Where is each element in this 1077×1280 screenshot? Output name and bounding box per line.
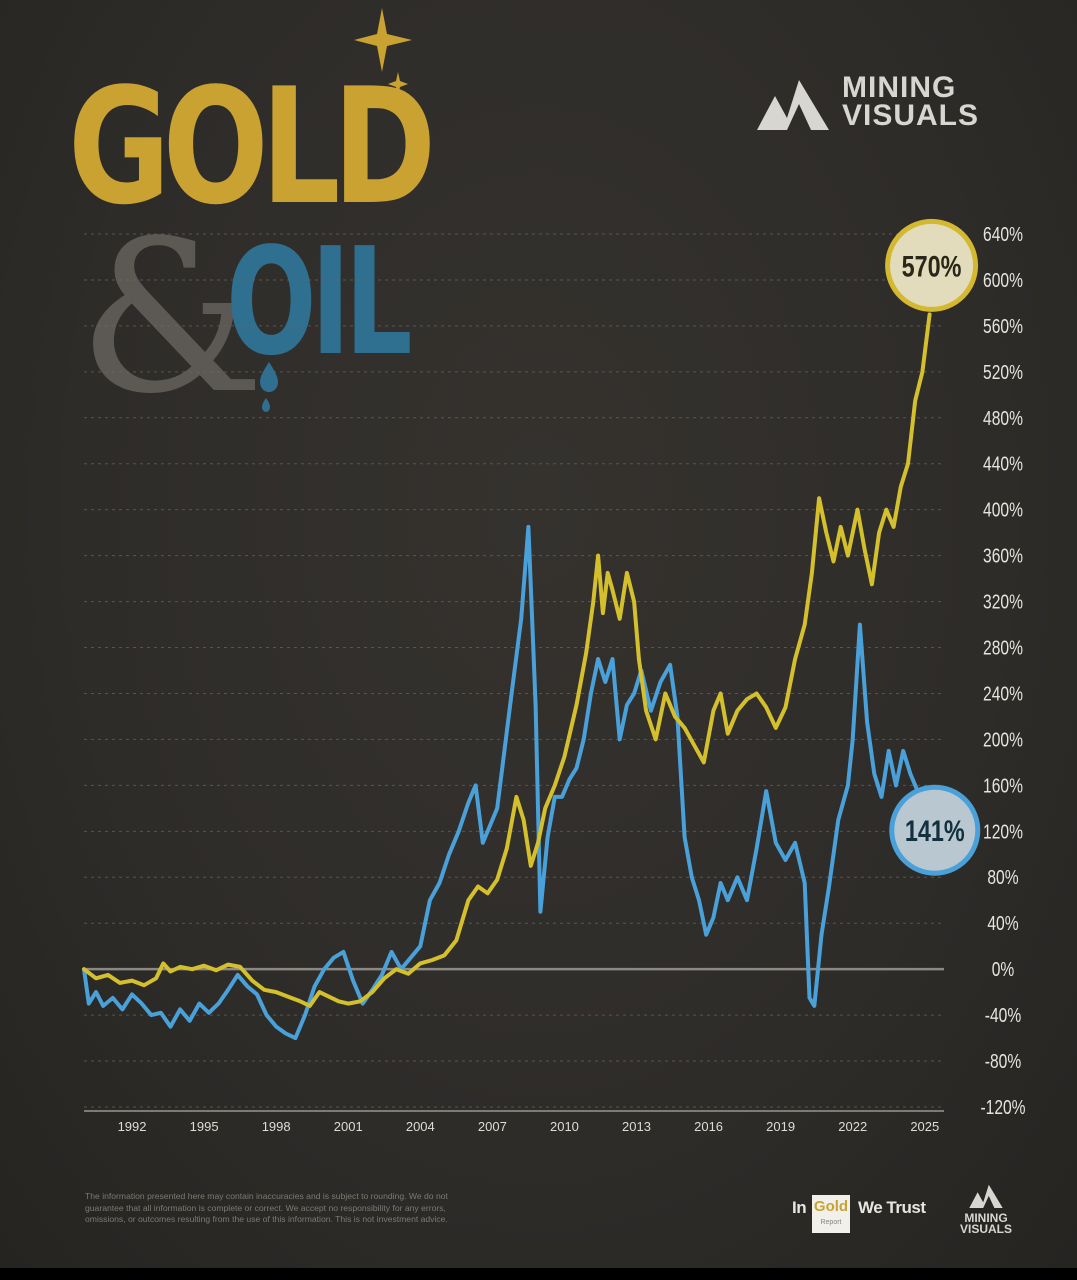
y-tick-label: -120% [980, 1096, 1025, 1118]
y-tick-label: 520% [983, 361, 1023, 383]
title-oil: OIL [226, 216, 413, 388]
y-tick-label: 0% [992, 958, 1015, 980]
partner-we-trust: We Trust [858, 1198, 926, 1217]
y-tick-label: 240% [983, 683, 1023, 705]
partner-gold-box: Gold Report [812, 1195, 850, 1233]
y-tick-label: 560% [983, 315, 1023, 337]
x-tick-label: 2022 [838, 1119, 867, 1134]
y-tick-label: 40% [987, 912, 1018, 934]
oil-drop-icon [260, 362, 278, 412]
y-tick-label: 640% [983, 223, 1023, 245]
y-tick-label: 360% [983, 545, 1023, 567]
gold-end-label: 570% [902, 250, 962, 283]
sparkle-icon [354, 8, 412, 96]
x-axis-ticks: 1992 1995 1998 2001 2004 2007 2010 2013 2016 2019… [84, 1110, 944, 1134]
footer-brand: MINING VISUALS [960, 1182, 1012, 1235]
y-tick-label: 160% [983, 775, 1023, 797]
x-tick-label: 2001 [334, 1119, 363, 1134]
gold-series-line [82, 312, 932, 1008]
y-tick-label: 120% [983, 820, 1023, 842]
footer-brand-line-1: MINING [964, 1211, 1008, 1225]
y-tick-label: 80% [987, 866, 1018, 888]
brand-wordmark: MINING VISUALS [842, 71, 980, 132]
bottom-bar [0, 1268, 1077, 1280]
brand-line-2: VISUALS [842, 99, 980, 132]
mining-visuals-logo-icon [757, 80, 829, 130]
disclaimer-line: omissions, or outcomes resulting from th… [85, 1214, 448, 1224]
x-tick-label: 2019 [766, 1119, 795, 1134]
oil-series-line [82, 524, 927, 1041]
brand-line-1: MINING [842, 71, 957, 104]
x-tick-label: 2013 [622, 1119, 651, 1134]
oil-end-badge [889, 784, 981, 876]
partner-gold: Gold [813, 1198, 849, 1215]
gold-end-badge [885, 218, 979, 312]
title-ampersand: & [78, 195, 265, 440]
y-tick-label: 480% [983, 407, 1023, 429]
x-tick-label: 2004 [406, 1119, 435, 1134]
partner-report: Report [820, 1219, 842, 1226]
x-tick-label: 2010 [550, 1119, 579, 1134]
y-tick-label: 400% [983, 499, 1023, 521]
disclaimer-line: guarantee that all information is comple… [85, 1202, 446, 1213]
x-tick-label: 2007 [478, 1119, 507, 1134]
disclaimer: The information presented here may conta… [85, 1191, 485, 1226]
end-value-badges: 570% 141% [885, 218, 981, 876]
y-tick-label: -80% [985, 1050, 1021, 1072]
disclaimer-line: The information presented here may conta… [85, 1191, 448, 1201]
x-tick-label: 1995 [190, 1119, 219, 1134]
gold-oil-line-chart: 640% 600% 560% 520% 480% 440% 400% 360% 320% 280%… [82, 218, 1026, 1134]
x-tick-label: 1998 [262, 1119, 291, 1134]
partner-in: In [792, 1198, 807, 1217]
y-tick-label: 200% [983, 729, 1023, 751]
mining-visuals-footer-icon [969, 1184, 1003, 1208]
y-axis-ticks: 640% 600% 560% 520% 480% 440% 400% 360% 320% 280%… [980, 223, 1025, 1118]
y-tick-label: 600% [983, 269, 1023, 291]
y-tick-label: 440% [983, 453, 1023, 475]
gridlines [84, 233, 944, 1108]
footer-brand-line-2: VISUALS [960, 1222, 1013, 1236]
y-tick-label: -40% [985, 1004, 1021, 1026]
y-tick-label: 320% [983, 591, 1023, 613]
x-tick-label: 1992 [118, 1119, 147, 1134]
oil-end-label: 141% [905, 814, 965, 847]
x-tick-label: 2025 [910, 1119, 939, 1134]
series-lines [82, 312, 932, 1041]
y-tick-label: 280% [983, 637, 1023, 659]
x-tick-label: 2016 [694, 1119, 723, 1134]
